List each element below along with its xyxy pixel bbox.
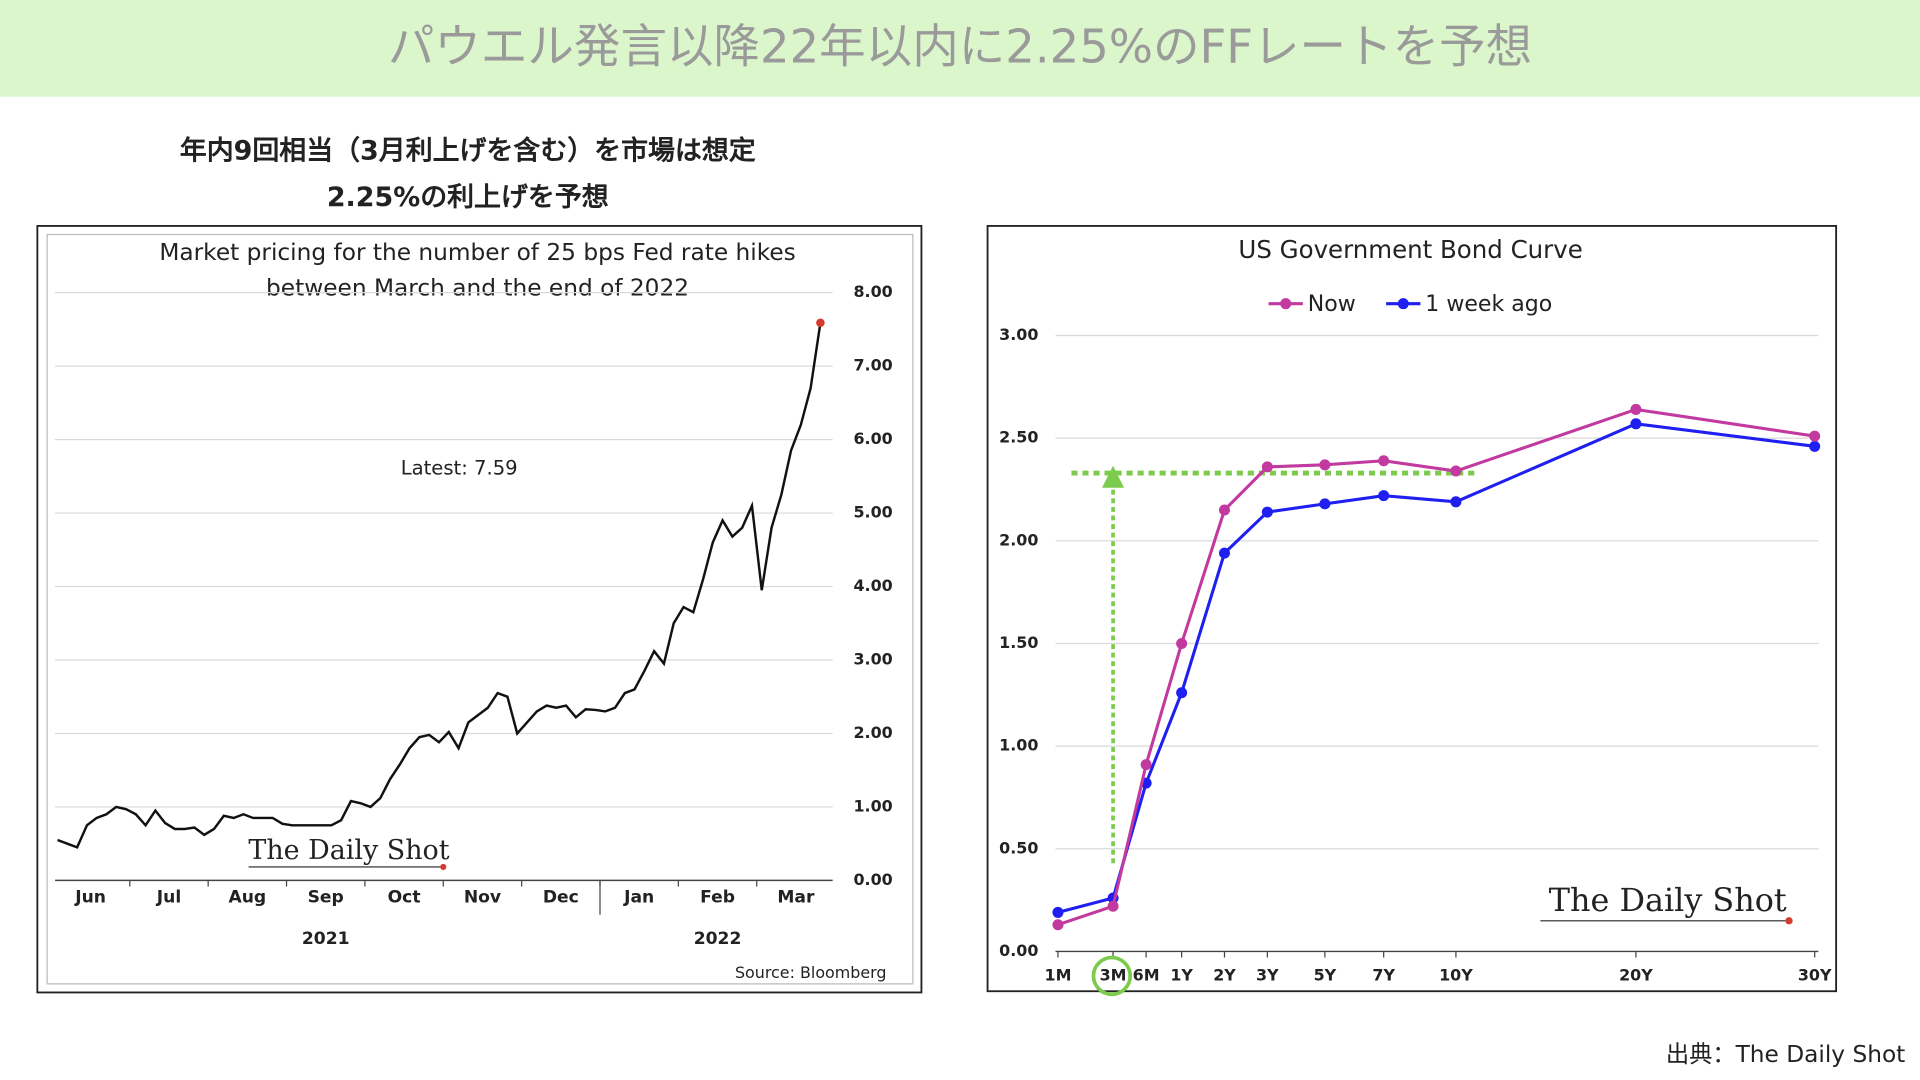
point — [1261, 506, 1273, 518]
point — [1809, 430, 1821, 442]
y-tick-label: 1.50 — [999, 633, 1038, 652]
y-tick-label: 2.00 — [999, 530, 1038, 549]
legend-label: 1 week ago — [1425, 292, 1552, 317]
point — [1378, 490, 1390, 502]
slide-title: パウエル発言以降22年以内に2.25%のFFレートを予想 — [388, 20, 1532, 74]
watermark: The Daily Shot — [1549, 881, 1787, 919]
x-tick-label: 2Y — [1213, 965, 1236, 984]
legend-dot — [1397, 298, 1409, 310]
y-tick-label: 5.00 — [853, 503, 892, 522]
watermark-dot — [440, 863, 447, 870]
line-series — [1057, 422, 1815, 914]
watermark: The Daily Shot — [248, 835, 449, 866]
point — [1176, 687, 1188, 699]
line-series — [1057, 407, 1815, 927]
x-tick-label: Feb — [700, 888, 735, 908]
point — [1630, 418, 1642, 430]
point — [1630, 403, 1642, 415]
subtitle: 年内9回相当（3月利上げを含む）を市場は想定 — [180, 134, 756, 166]
y-tick-label: 8.00 — [853, 282, 892, 301]
chart-title: between March and the end of 2022 — [266, 274, 689, 301]
x-tick-label: Sep — [308, 888, 344, 908]
point — [1107, 900, 1119, 912]
point — [1052, 919, 1064, 931]
chart-title: Market pricing for the number of 25 bps … — [159, 239, 795, 266]
y-tick-label: 1.00 — [853, 796, 892, 815]
x-tick-label: 3Y — [1256, 965, 1279, 984]
x-tick-label: 3M — [1100, 965, 1127, 984]
point — [1176, 637, 1188, 649]
x-tick-label: Jul — [156, 888, 181, 908]
y-tick-label: 3.00 — [999, 325, 1038, 344]
x-tick-label: Nov — [464, 888, 501, 908]
y-tick-label: 0.50 — [999, 838, 1038, 857]
x-tick-label: Mar — [777, 888, 815, 908]
chart-frame — [36, 224, 923, 994]
source: 出典：The Daily Shot — [1666, 1041, 1905, 1068]
legend-dot — [1280, 298, 1292, 310]
x-tick-label: 10Y — [1439, 965, 1473, 984]
y-tick-label: 0.00 — [999, 941, 1038, 960]
x-tick-label: 30Y — [1798, 965, 1832, 984]
target-arrow-head — [1102, 465, 1125, 488]
point — [1450, 465, 1462, 477]
y-tick-label: 0.00 — [853, 870, 892, 889]
point — [1450, 496, 1462, 508]
x-tick-label: 5Y — [1314, 965, 1337, 984]
legend-label: Now — [1308, 292, 1356, 317]
x-tick-label: 1Y — [1170, 965, 1193, 984]
chart-source: Source: Bloomberg — [735, 963, 887, 982]
x-tick-label: Dec — [543, 888, 579, 908]
subtitle: 2.25%の利上げを予想 — [327, 182, 609, 213]
x-tick-label: 6M — [1133, 965, 1160, 984]
x-tick-label: Aug — [228, 888, 266, 908]
chart-frame — [986, 224, 1838, 993]
y-tick-label: 2.50 — [999, 428, 1038, 447]
line-series — [57, 322, 822, 849]
y-tick-label: 6.00 — [853, 429, 892, 448]
x-tick-label: Jan — [623, 888, 654, 908]
x-tick-label: Jun — [74, 888, 106, 908]
x-tick-label: 7Y — [1372, 965, 1395, 984]
point — [1218, 547, 1230, 559]
point — [1261, 461, 1273, 473]
y-tick-label: 1.00 — [999, 736, 1038, 755]
point — [1052, 906, 1064, 918]
chart-inner-frame — [46, 233, 914, 985]
y-tick-label: 7.00 — [853, 356, 892, 375]
year-label: 2022 — [694, 929, 742, 949]
annotation: Latest: 7.59 — [401, 456, 518, 479]
point — [1218, 504, 1230, 516]
highlight-circle — [1091, 955, 1133, 997]
point — [1378, 455, 1390, 467]
point — [1140, 759, 1152, 771]
y-tick-label: 4.00 — [853, 576, 892, 595]
latest-marker — [816, 318, 825, 328]
x-tick-label: 1M — [1045, 965, 1072, 984]
watermark-dot — [1785, 917, 1793, 925]
y-tick-label: 3.00 — [853, 650, 892, 669]
year-label: 2021 — [302, 929, 350, 949]
header-band — [0, 0, 1920, 97]
x-tick-label: Oct — [388, 888, 421, 908]
point — [1319, 459, 1331, 471]
point — [1319, 498, 1331, 510]
chart-title: US Government Bond Curve — [1238, 235, 1582, 264]
point — [1809, 440, 1821, 452]
y-tick-label: 2.00 — [853, 723, 892, 742]
x-tick-label: 20Y — [1619, 965, 1653, 984]
